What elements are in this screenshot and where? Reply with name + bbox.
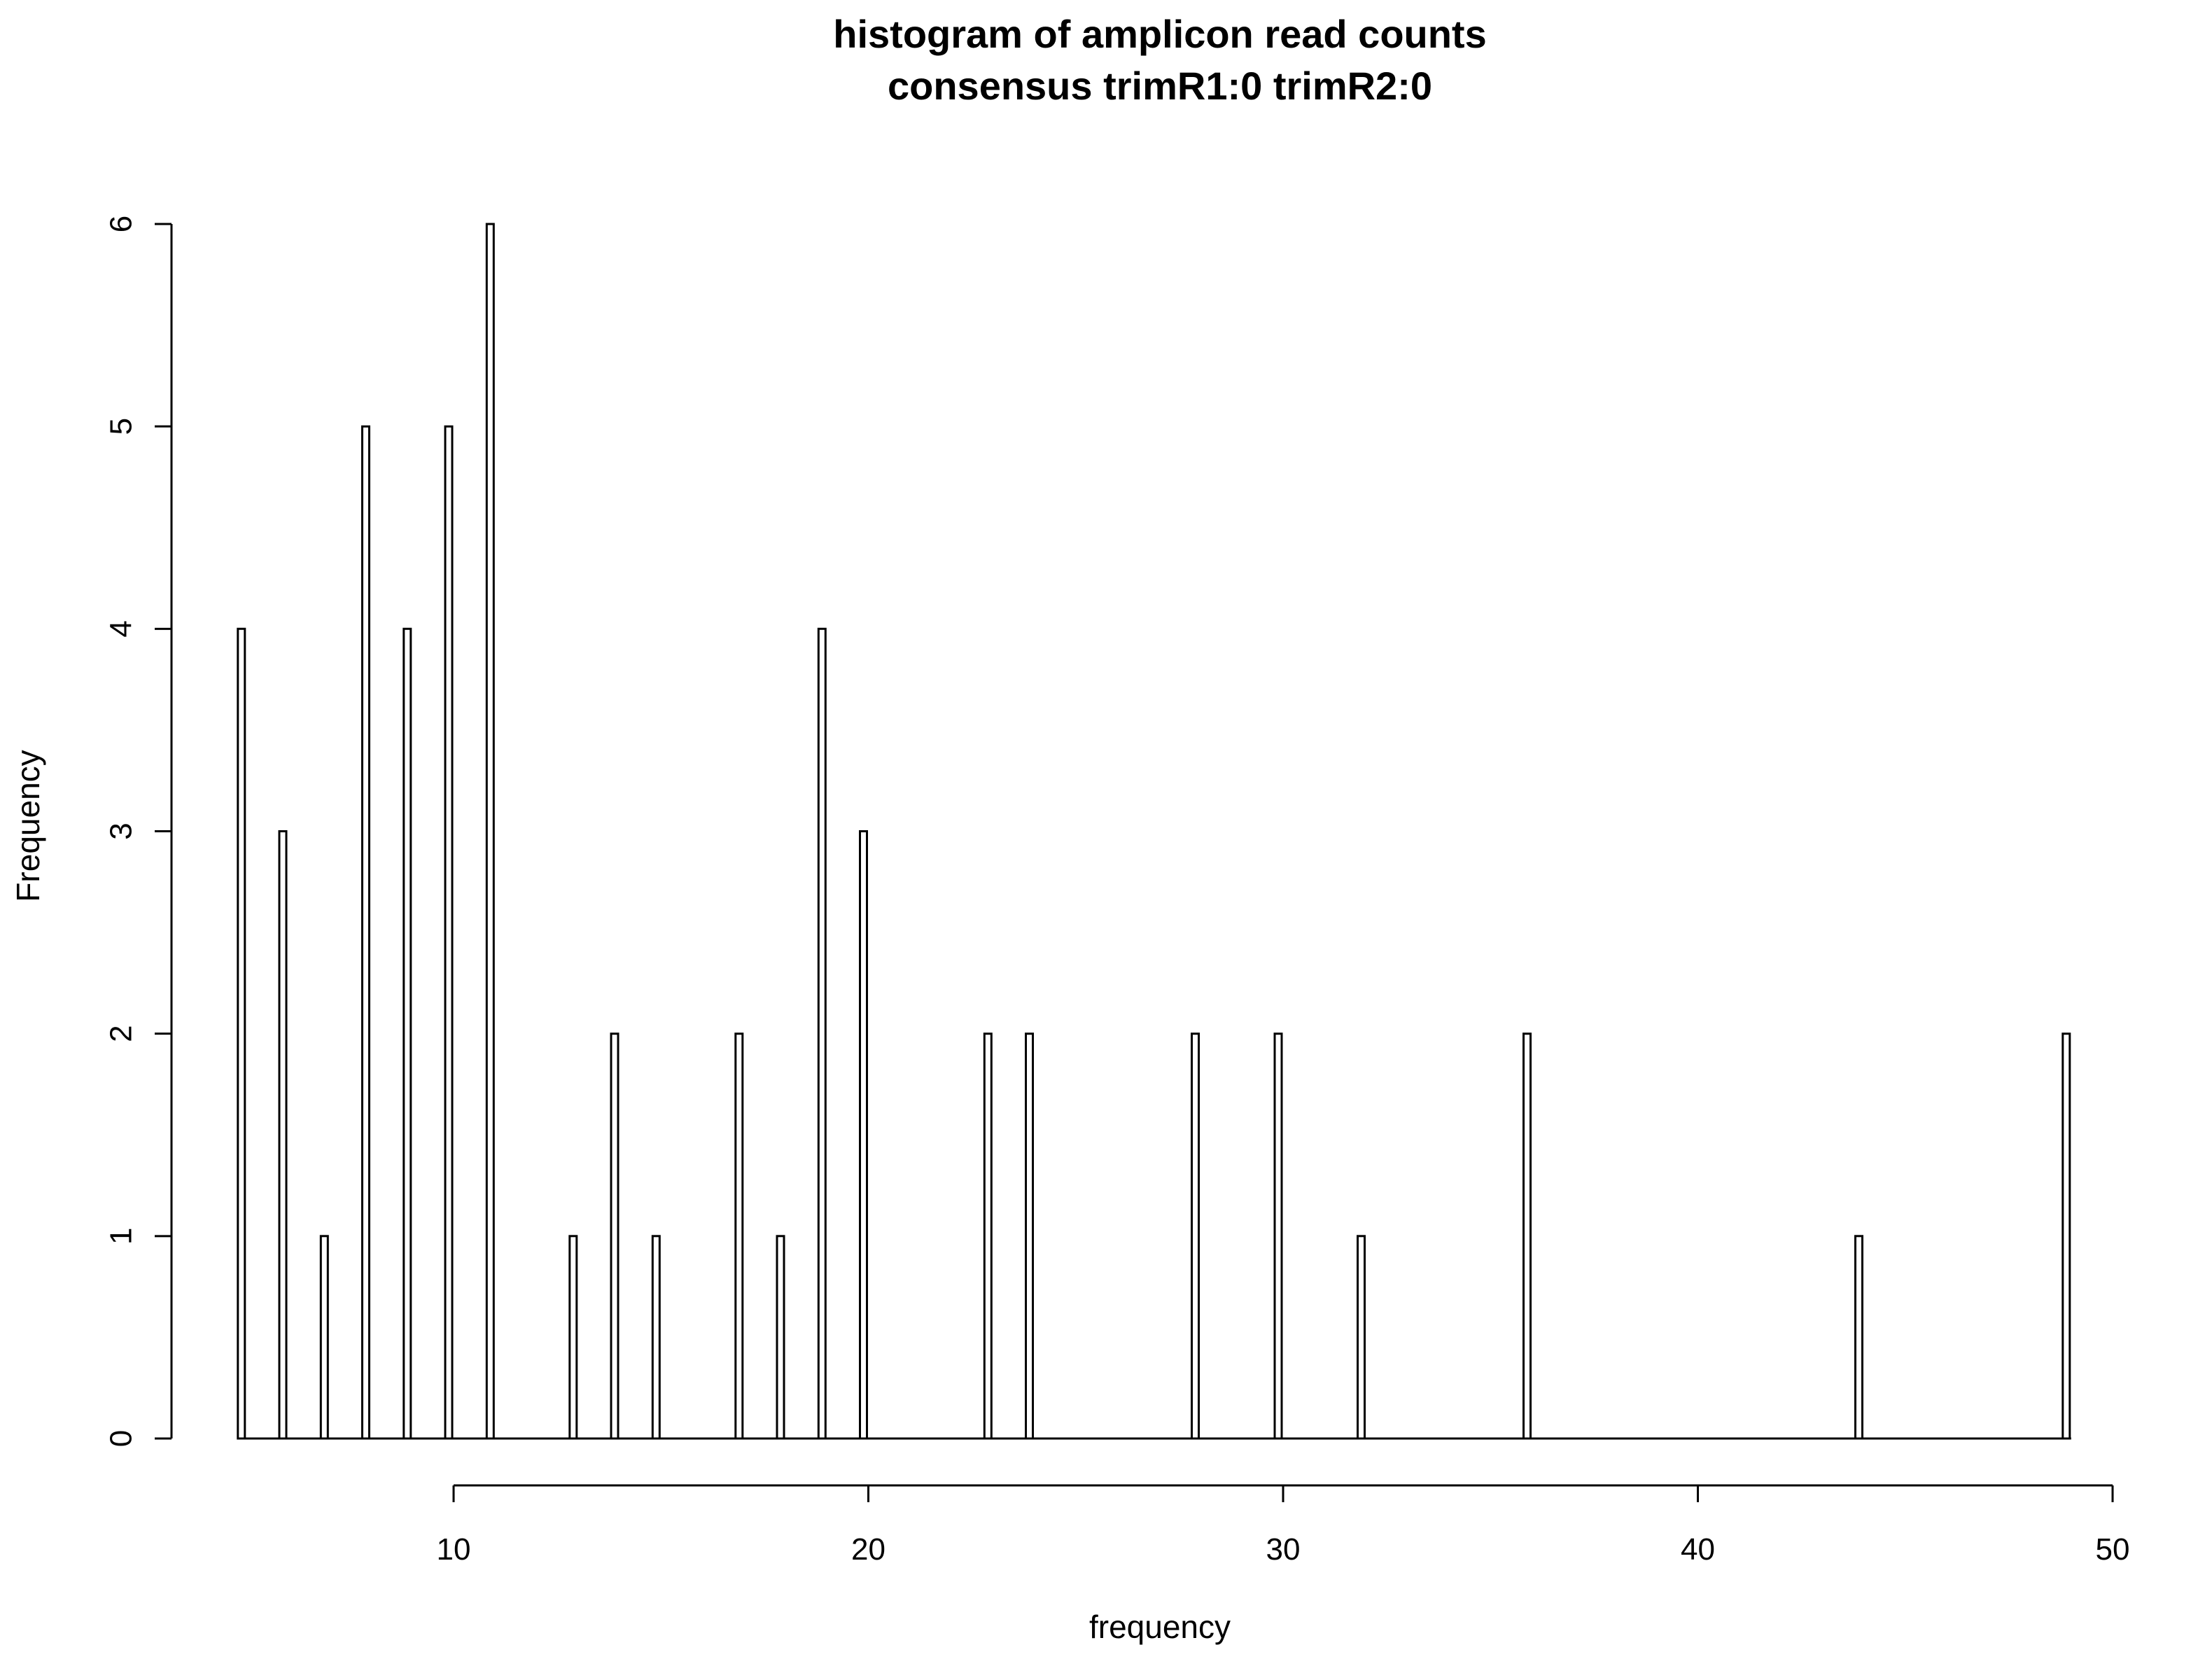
x-tick-label: 20	[851, 1532, 886, 1567]
x-axis: 10 20 30 40 50	[437, 1484, 2130, 1567]
x-tick-label: 40	[1681, 1532, 1715, 1567]
bars-group	[237, 223, 2071, 1440]
histogram-bar	[237, 627, 246, 1440]
histogram-bar	[402, 627, 412, 1440]
histogram-bar	[361, 425, 370, 1440]
y-tick-label: 2	[104, 1025, 138, 1042]
histogram-bar	[568, 1235, 578, 1440]
y-tick-label: 4	[104, 620, 138, 637]
chart-title: histogram of amplicon read counts	[833, 12, 1486, 56]
histogram-bar	[610, 1032, 620, 1440]
histogram-bar	[485, 223, 495, 1440]
histogram-bar	[983, 1032, 993, 1440]
y-tick-label: 6	[104, 216, 138, 232]
x-axis-label: frequency	[1089, 1609, 1231, 1645]
histogram-bar	[2062, 1032, 2071, 1440]
histogram-bar	[776, 1235, 785, 1440]
histogram-bar	[651, 1235, 661, 1440]
histogram-bar	[444, 425, 454, 1440]
histogram-bar	[1191, 1032, 1200, 1440]
x-tick-label: 30	[1266, 1532, 1301, 1567]
chart-subtitle: consensus trimR1:0 trimR2:0	[888, 64, 1432, 108]
histogram-bar	[1025, 1032, 1034, 1440]
y-tick-label: 3	[104, 822, 138, 839]
x-tick-label: 50	[2096, 1532, 2130, 1567]
y-axis: 0 1 2 3 4 5 6	[104, 216, 173, 1447]
histogram-bar	[278, 830, 288, 1440]
y-tick-label: 0	[104, 1430, 138, 1447]
y-tick-label: 1	[104, 1228, 138, 1245]
histogram-bar	[817, 627, 827, 1440]
x-tick-label: 10	[437, 1532, 471, 1567]
histogram-bar	[1854, 1235, 1863, 1440]
y-axis-label: Frequency	[10, 750, 46, 902]
histogram-bar	[1522, 1032, 1532, 1440]
histogram-bar	[1357, 1235, 1366, 1440]
histogram-bar	[859, 830, 868, 1440]
histogram-bar	[734, 1032, 744, 1440]
histogram-bar	[319, 1235, 329, 1440]
histogram-bar	[1273, 1032, 1283, 1440]
y-tick-label: 5	[104, 418, 138, 435]
